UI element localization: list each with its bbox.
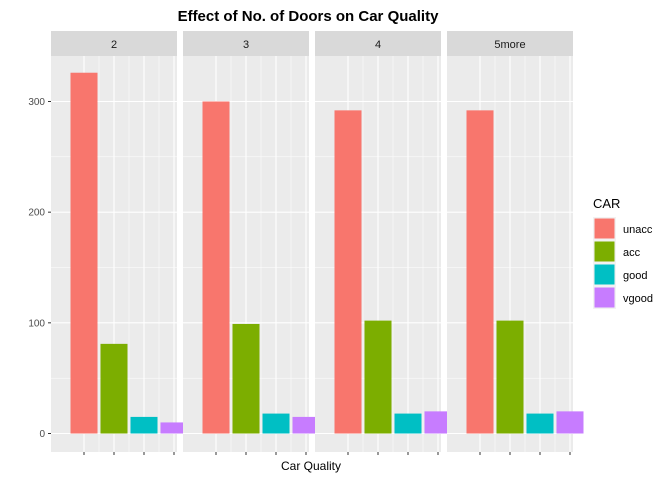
chart-title: Effect of No. of Doors on Car Quality	[178, 8, 440, 25]
bar-acc	[496, 320, 524, 434]
bar-unacc	[466, 110, 494, 434]
y-tick-label: 100	[28, 318, 45, 329]
x-axis-title: Car Quality	[281, 459, 341, 473]
bar-acc	[364, 320, 392, 434]
facet-strip-label: 3	[243, 39, 249, 51]
facet-panel: 5more	[447, 31, 584, 455]
legend-label: good	[623, 270, 647, 282]
legend-item: acc	[593, 240, 641, 263]
bar-acc	[100, 343, 128, 434]
legend-label: acc	[623, 247, 641, 259]
facet-strip-label: 4	[375, 39, 381, 51]
bar-good	[130, 416, 158, 434]
bar-unacc	[334, 110, 362, 434]
facet-panel: 4	[315, 31, 452, 455]
bar-vgood	[424, 411, 452, 434]
y-tick-label: 0	[39, 429, 45, 440]
facet-strip	[447, 31, 573, 56]
legend-label: unacc	[623, 224, 653, 236]
facet-strip	[183, 31, 309, 56]
facet-panel: 2	[51, 31, 188, 455]
facet-strip-label: 2	[111, 39, 117, 51]
legend-swatch	[594, 218, 615, 239]
bar-unacc	[202, 101, 230, 434]
bar-good	[526, 413, 554, 434]
facet-strip-label: 5more	[494, 39, 525, 51]
y-tick-label: 200	[28, 208, 45, 219]
facet-strip	[51, 31, 177, 56]
bar-good	[394, 413, 422, 434]
legend-item: good	[593, 263, 647, 286]
bar-acc	[232, 323, 260, 434]
legend-title: CAR	[593, 196, 620, 211]
bar-unacc	[70, 72, 98, 434]
bar-vgood	[160, 422, 188, 434]
legend-swatch	[594, 241, 615, 262]
legend-item: vgood	[593, 286, 653, 309]
y-axis: 0 100 200 300	[28, 97, 51, 440]
legend-swatch	[594, 264, 615, 285]
bar-vgood	[292, 416, 320, 434]
legend-label: vgood	[623, 293, 653, 305]
y-tick-label: 300	[28, 97, 45, 108]
legend-item: unacc	[593, 217, 653, 240]
facet-strip	[315, 31, 441, 56]
bar-vgood	[556, 411, 584, 434]
legend-swatch	[594, 287, 615, 308]
facet-panels: 2 3 4 5more	[51, 31, 584, 455]
facet-panel: 3	[183, 31, 320, 455]
legend: CAR unacc acc good vgood	[593, 196, 653, 309]
bar-good	[262, 413, 290, 434]
